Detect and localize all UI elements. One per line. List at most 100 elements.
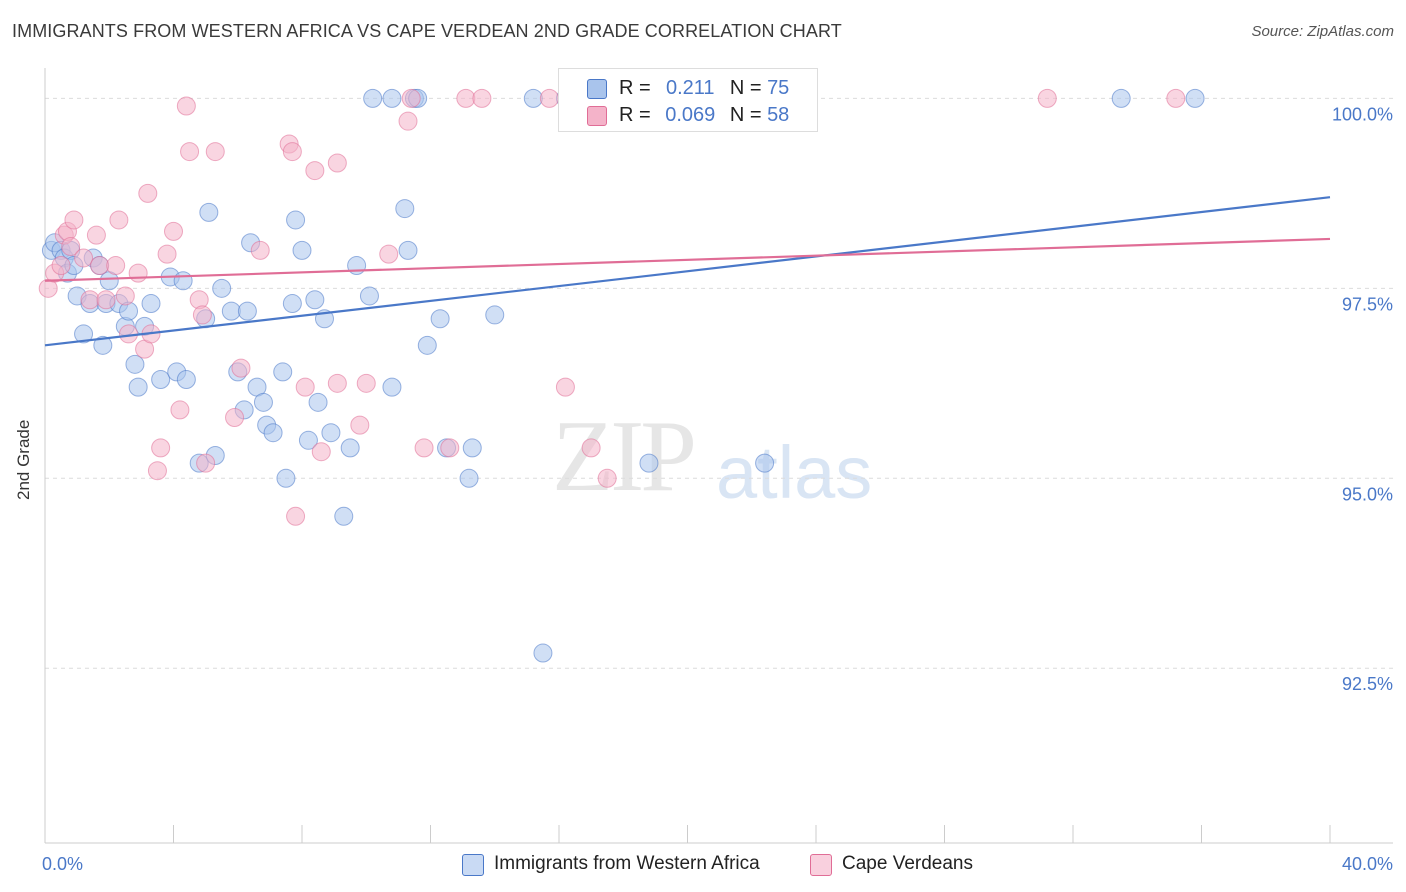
western-africa-point: [340, 438, 360, 458]
r-label: R =: [619, 77, 651, 99]
blue-swatch: [462, 854, 484, 876]
n-label: N =: [729, 104, 762, 126]
western-africa-point: [176, 370, 196, 390]
western-africa-point: [639, 453, 659, 473]
western-africa-point: [292, 240, 312, 260]
cape-verdean-point: [64, 210, 84, 230]
western-africa-point: [237, 301, 257, 321]
western-africa-point: [141, 294, 161, 314]
cape-verdean-point: [472, 88, 492, 108]
cape-verdean-point: [109, 210, 129, 230]
cape-verdean-point: [401, 88, 421, 108]
y-tick-label: 92.5%: [1342, 674, 1393, 694]
western-africa-point: [755, 453, 775, 473]
cape-verdean-point: [74, 248, 94, 268]
cape-verdean-point: [61, 237, 81, 257]
cape-verdean-point: [1166, 88, 1186, 108]
cape-verdean-point: [157, 244, 177, 264]
cape-verdean-point: [250, 240, 270, 260]
cape-verdean-point: [379, 244, 399, 264]
cape-verdean-point: [327, 373, 347, 393]
western-africa-point: [334, 506, 354, 526]
cape-verdean-point: [295, 377, 315, 397]
western-africa-point: [485, 305, 505, 325]
n-value: 58: [767, 104, 790, 126]
cape-verdean-trendline: [44, 237, 1331, 282]
western-africa-point: [253, 392, 273, 412]
western-africa-point: [1185, 88, 1205, 108]
source-credit: Source: ZipAtlas.com: [1251, 23, 1394, 40]
cape-verdean-point: [164, 221, 183, 241]
r-value: 0.069: [665, 104, 716, 126]
western-africa-point: [363, 88, 383, 108]
cape-verdean-point: [176, 96, 196, 116]
cape-verdean-point: [555, 377, 575, 397]
cape-verdean-point: [151, 438, 171, 458]
cape-verdean-point: [86, 225, 106, 245]
cape-verdean-point: [96, 290, 116, 310]
cape-verdean-point: [106, 256, 126, 276]
western-africa-point: [382, 88, 402, 108]
western-africa-point: [173, 271, 193, 291]
cape-verdean-point: [398, 111, 418, 131]
cape-verdean-point: [286, 506, 306, 526]
western-africa-point: [125, 354, 145, 374]
cape-verdean-point: [597, 468, 617, 488]
cape-verdean-point: [138, 183, 158, 203]
cape-verdean-point: [225, 408, 245, 428]
cape-verdean-point: [305, 161, 325, 181]
chart-title: IMMIGRANTS FROM WESTERN AFRICA VS CAPE V…: [12, 21, 842, 41]
cape-verdean-point: [282, 142, 302, 162]
cape-verdean-point: [51, 256, 71, 276]
cape-verdean-point: [311, 442, 331, 462]
cape-verdean-point: [581, 438, 601, 458]
cape-verdean-point: [327, 153, 347, 173]
western-africa-point: [273, 362, 293, 382]
r-label: R =: [619, 104, 651, 126]
cape-verdean-point: [205, 142, 225, 162]
x-tick-label: 40.0%: [1342, 854, 1393, 874]
western-africa-point: [417, 335, 437, 355]
n-label: N =: [729, 77, 762, 99]
western-africa-point: [459, 468, 479, 488]
cape-verdean-point: [115, 286, 135, 306]
n-value: 75: [767, 77, 790, 99]
pink-swatch: [587, 106, 607, 126]
x-tick-label: 0.0%: [42, 854, 83, 874]
western-africa-point: [282, 294, 302, 314]
cape-verdean-point: [147, 461, 167, 481]
western-africa-point: [128, 377, 148, 397]
western-africa-point: [398, 240, 418, 260]
r-value: 0.211: [665, 77, 715, 99]
cape-verdean-point: [1037, 88, 1057, 108]
watermark-zip: ZIP: [552, 400, 697, 513]
western-africa-trendline: [44, 196, 1331, 347]
stats-legend: R = 0.211 N = 75 R = 0.069 N = 58: [558, 68, 818, 132]
cape-verdean-point: [170, 400, 190, 420]
y-tick-label: 95.0%: [1342, 484, 1393, 504]
cape-verdean-point: [231, 358, 251, 378]
cape-verdean-point: [414, 438, 434, 458]
western-africa-point: [523, 88, 543, 108]
legend-label: Immigrants from Western Africa: [494, 853, 760, 874]
western-africa-point: [533, 643, 553, 663]
western-africa-point: [462, 438, 482, 458]
cape-verdean-point: [128, 263, 148, 283]
western-africa-point: [395, 199, 415, 219]
cape-verdean-point: [180, 142, 200, 162]
cape-verdean-point: [80, 290, 100, 310]
cape-verdean-point: [356, 373, 376, 393]
series-legend: Immigrants from Western Africa Cape Verd…: [0, 852, 1406, 878]
y-tick-label: 97.5%: [1342, 294, 1393, 314]
western-africa-point: [430, 309, 450, 329]
western-africa-point: [212, 278, 232, 298]
western-africa-point: [308, 392, 328, 412]
western-africa-point: [382, 377, 402, 397]
cape-verdean-point: [539, 88, 559, 108]
western-africa-point: [298, 430, 318, 450]
western-africa-point: [263, 423, 283, 443]
western-africa-point: [286, 210, 306, 230]
cape-verdean-point: [192, 305, 212, 325]
western-africa-point: [74, 324, 94, 344]
